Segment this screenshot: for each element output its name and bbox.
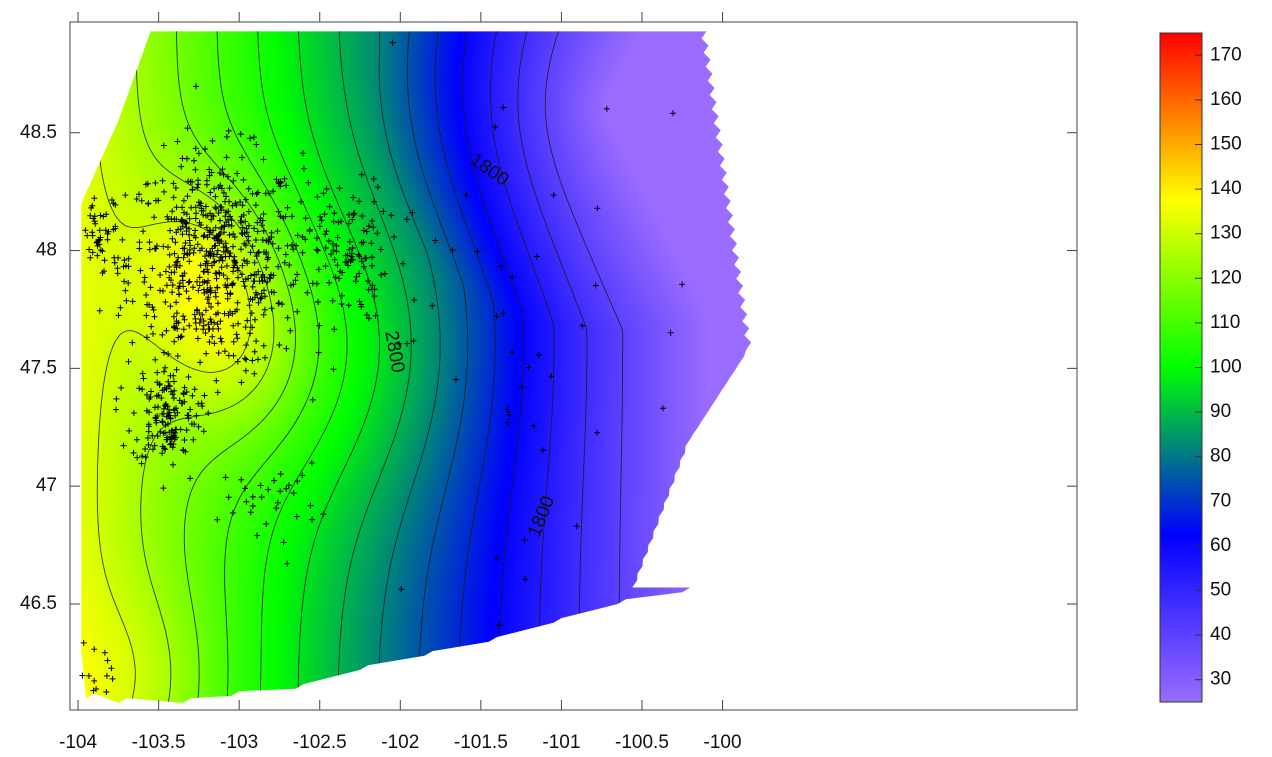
contour-line [257, 31, 348, 703]
x-tick-label: -101.5 [454, 732, 508, 753]
colorbar-tick-label: 150 [1210, 134, 1242, 155]
x-tick-label: -102 [381, 732, 419, 753]
y-tick-label: 47 [36, 475, 57, 496]
plot-border [69, 21, 1078, 711]
colorbar-tick-label: 140 [1210, 178, 1242, 199]
y-tick-label: 46.5 [20, 593, 57, 614]
contour-line [406, 31, 469, 703]
contour-line [489, 31, 555, 703]
colorbar-ticks: 30 40 50 60 70 80 90 100 110 120 130 140 150 160 170 [1195, 44, 1242, 690]
heat-field [81, 31, 752, 703]
x-tick-label: -104 [59, 732, 97, 753]
colorbar-tick-label: 80 [1210, 446, 1231, 467]
colorbar-tick-label: 70 [1210, 490, 1231, 511]
x-tick-label: -101 [542, 732, 580, 753]
colorbar-tick-label: 40 [1210, 624, 1231, 645]
y-tick-label: 48.5 [20, 122, 57, 143]
x-tick-label: -103.5 [132, 732, 186, 753]
colorbar-tick-label: 50 [1210, 580, 1231, 601]
axes: -104 -103.5 -103 -102.5 -102 -101.5 -101 -100.5… [20, 12, 1077, 753]
contour-line [462, 31, 525, 703]
contour-line [297, 31, 380, 703]
colorbar-tick-label: 100 [1210, 357, 1242, 378]
colorbar-tick-label: 160 [1210, 89, 1242, 110]
contour-line [434, 31, 496, 703]
colorbar-tick-label: 120 [1210, 267, 1242, 288]
colorbar: 30 40 50 60 70 80 90 100 110 120 130 140 150 160 170 [1159, 32, 1242, 703]
x-tick-label: -100.5 [615, 732, 669, 753]
well-marker-set [79, 39, 686, 695]
contour-line [337, 31, 412, 703]
colorbar-tick-label: 130 [1210, 223, 1242, 244]
colorbar-tick-label: 110 [1210, 312, 1240, 333]
y-tick-label: 48 [36, 240, 57, 261]
heat-field-image [81, 31, 752, 703]
colorbar-tick-label: 30 [1210, 669, 1231, 690]
y-tick-label: 47.5 [20, 357, 57, 378]
colorbar-tick-label: 170 [1210, 44, 1242, 65]
colorbar-tick-label: 60 [1210, 535, 1231, 556]
x-tick-label: -100 [704, 732, 742, 753]
x-tick-label: -103 [220, 732, 258, 753]
colorbar-tick-label: 90 [1210, 401, 1231, 422]
contour-line [377, 31, 441, 703]
well-markers [79, 39, 686, 695]
x-tick-label: -102.5 [293, 732, 347, 753]
